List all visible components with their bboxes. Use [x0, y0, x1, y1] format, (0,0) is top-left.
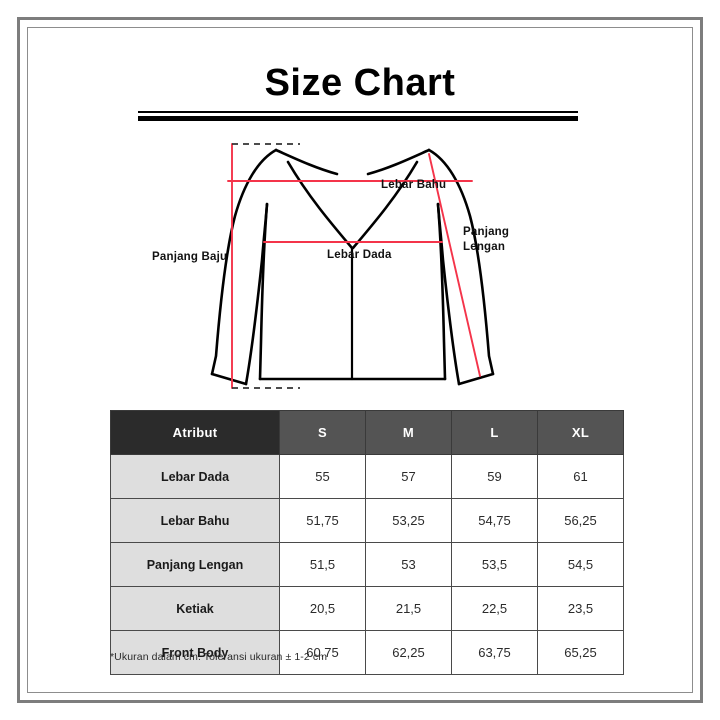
cell-m: 21,5 [365, 586, 452, 631]
column-header-s: S [279, 410, 366, 455]
row-label: Ketiak [110, 586, 280, 631]
cell-m: 62,25 [365, 630, 452, 675]
title-rule-thick [138, 116, 578, 121]
table-header-row: Atribut S M L XL [110, 410, 624, 455]
row-label: Lebar Dada [110, 454, 280, 499]
table-row: Lebar Bahu 51,75 53,25 54,75 56,25 [110, 498, 624, 543]
table-row: Lebar Dada 55 57 59 61 [110, 454, 624, 499]
cell-m: 57 [365, 454, 452, 499]
title-rule-thin [138, 111, 578, 113]
label-lebar-bahu: Lebar Bahu [381, 179, 447, 191]
row-label: Lebar Bahu [110, 498, 280, 543]
cell-xl: 23,5 [537, 586, 624, 631]
sleeve-measure-line [428, 153, 481, 377]
column-header-m: M [365, 410, 452, 455]
cell-s: 60,75 [279, 630, 366, 675]
label-panjang-baju: Panjang Baju [152, 251, 228, 263]
row-label: Front Body [110, 630, 280, 675]
cell-s: 51,75 [279, 498, 366, 543]
cell-xl: 61 [537, 454, 624, 499]
cell-xl: 65,25 [537, 630, 624, 675]
column-header-xl: XL [537, 410, 624, 455]
cell-s: 20,5 [279, 586, 366, 631]
cell-l: 53,5 [451, 542, 538, 587]
garment-illustration [140, 138, 580, 400]
column-header-atribut: Atribut [110, 410, 280, 455]
table-row: Ketiak 20,5 21,5 22,5 23,5 [110, 586, 624, 631]
cell-m: 53,25 [365, 498, 452, 543]
table-row: Panjang Lengan 51,5 53 53,5 54,5 [110, 542, 624, 587]
cell-s: 51,5 [279, 542, 366, 587]
label-panjang-lengan: Panjang Lengan [463, 226, 510, 253]
cell-m: 53 [365, 542, 452, 587]
cell-s: 55 [279, 454, 366, 499]
cell-xl: 54,5 [537, 542, 624, 587]
cell-l: 54,75 [451, 498, 538, 543]
cell-l: 22,5 [451, 586, 538, 631]
cell-l: 59 [451, 454, 538, 499]
decorative-frame-inner [27, 27, 693, 693]
cell-l: 63,75 [451, 630, 538, 675]
table-row: Front Body 60,75 62,25 63,75 65,25 [110, 630, 624, 675]
decorative-frame-outer [17, 17, 703, 703]
row-label: Panjang Lengan [110, 542, 280, 587]
page-title: Size Chart [264, 62, 456, 104]
cell-xl: 56,25 [537, 498, 624, 543]
measurement-note: *Ukuran dalam cm. Toleransi ukuran ± 1-2… [110, 651, 328, 663]
size-table: Atribut S M L XL Lebar Dada 55 57 59 61 … [110, 410, 624, 675]
column-header-l: L [451, 410, 538, 455]
label-lebar-dada: Lebar Dada [327, 249, 392, 261]
